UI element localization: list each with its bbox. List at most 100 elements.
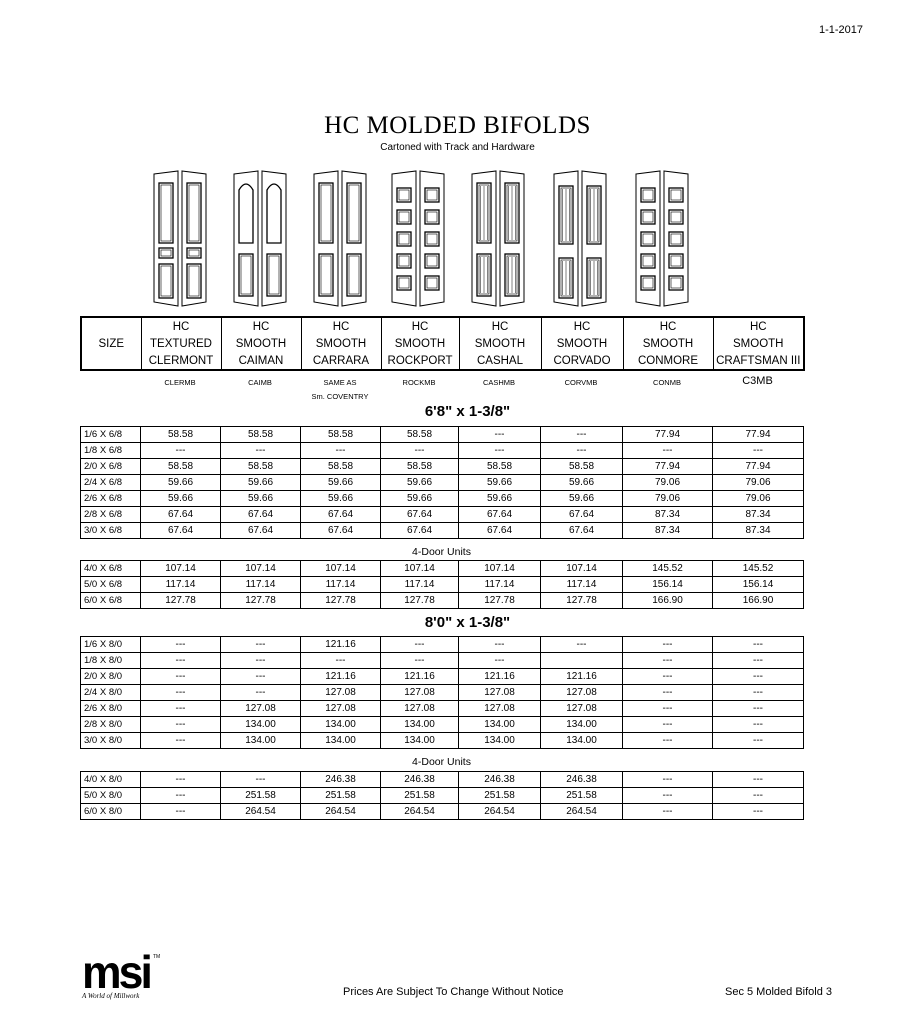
price-cell: --- bbox=[140, 771, 221, 788]
column-header-line: HC bbox=[458, 317, 541, 335]
price-cell: 58.58 bbox=[300, 458, 381, 475]
price-table: 1/6 X 8/0 --- --- 121.16 --- --- --- --- --- 1/8 … bbox=[80, 636, 804, 749]
table-row: 2/8 X 8/0 --- 134.00 134.00 134.00 134.00 134.… bbox=[80, 716, 804, 733]
price-cell: 251.58 bbox=[300, 787, 381, 804]
price-cell: --- bbox=[712, 732, 804, 749]
price-cell: 127.78 bbox=[540, 592, 623, 609]
price-cell: --- bbox=[220, 442, 301, 459]
price-cell: 134.00 bbox=[300, 716, 381, 733]
table-row: 6/0 X 8/0 --- 264.54 264.54 264.54 264.54 264.… bbox=[80, 803, 804, 820]
price-cell: --- bbox=[140, 442, 221, 459]
price-cell: 107.14 bbox=[140, 560, 221, 577]
price-cell: --- bbox=[622, 787, 713, 804]
price-cell: 127.08 bbox=[380, 684, 459, 701]
column-header-line: TEXTURED bbox=[140, 335, 221, 352]
price-cell: 117.14 bbox=[458, 576, 541, 593]
price-cell: 58.58 bbox=[220, 426, 301, 443]
size-cell: 2/6 X 6/8 bbox=[80, 490, 141, 507]
price-cell: 127.08 bbox=[458, 684, 541, 701]
price-cell: --- bbox=[300, 442, 381, 459]
header-row: CLERMONT CAIMAN CARRARA ROCKPORT CASHAL CORVA… bbox=[81, 352, 804, 370]
cashal-door-icon bbox=[471, 170, 525, 307]
price-cell: --- bbox=[220, 684, 301, 701]
size-cell: 1/6 X 6/8 bbox=[80, 426, 141, 443]
price-cell: --- bbox=[140, 732, 221, 749]
price-cell: --- bbox=[380, 652, 459, 669]
size-cell: 6/0 X 8/0 bbox=[80, 803, 141, 820]
price-cell: --- bbox=[140, 684, 221, 701]
header-row: TEXTURED SMOOTH SMOOTH SMOOTH SMOOTH SMOOTH SM… bbox=[81, 335, 804, 352]
price-cell: 134.00 bbox=[540, 716, 623, 733]
price-cell: 121.16 bbox=[458, 668, 541, 685]
price-cell: 127.78 bbox=[220, 592, 301, 609]
price-cell: 117.14 bbox=[380, 576, 459, 593]
price-cell: 67.64 bbox=[220, 506, 301, 523]
price-cell: --- bbox=[622, 771, 713, 788]
price-cell: --- bbox=[712, 668, 804, 685]
size-header: SIZE bbox=[98, 337, 125, 350]
table-row: 5/0 X 8/0 --- 251.58 251.58 251.58 251.58 251.… bbox=[80, 787, 804, 804]
price-cell: --- bbox=[140, 803, 221, 820]
price-table: 4/0 X 8/0 --- --- 246.38 246.38 246.38 246.38-… bbox=[80, 771, 804, 820]
svg-text:TM: TM bbox=[153, 954, 160, 960]
price-cell: --- bbox=[712, 787, 804, 804]
footer-note: Prices Are Subject To Change Without Not… bbox=[343, 986, 564, 998]
price-cell: 58.58 bbox=[380, 458, 459, 475]
price-cell: 134.00 bbox=[220, 716, 301, 733]
column-header-line: SMOOTH bbox=[622, 335, 713, 352]
door-illustrations bbox=[153, 170, 689, 307]
price-cell: --- bbox=[140, 787, 221, 804]
price-cell: 59.66 bbox=[140, 474, 221, 491]
price-cell: 107.14 bbox=[220, 560, 301, 577]
price-cell: --- bbox=[140, 652, 221, 669]
price-cell: 87.34 bbox=[622, 522, 713, 539]
price-cell: 127.78 bbox=[380, 592, 459, 609]
product-code: SAME AS bbox=[323, 378, 357, 387]
price-cell: 59.66 bbox=[540, 474, 623, 491]
price-cell: 117.14 bbox=[220, 576, 301, 593]
page-number: Sec 5 Molded Bifold 3 bbox=[725, 986, 833, 998]
price-cell: --- bbox=[140, 668, 221, 685]
price-cell: 134.00 bbox=[380, 732, 459, 749]
price-cell: 121.16 bbox=[300, 668, 381, 685]
size-cell: 1/8 X 6/8 bbox=[80, 442, 141, 459]
price-cell: 58.58 bbox=[220, 458, 301, 475]
size-cell: 2/8 X 8/0 bbox=[80, 716, 141, 733]
price-cell: --- bbox=[220, 771, 301, 788]
table-row: 3/0 X 8/0 --- 134.00 134.00 134.00 134.00 134.… bbox=[80, 732, 804, 749]
price-cell: 59.66 bbox=[140, 490, 221, 507]
price-cell: 87.34 bbox=[712, 506, 804, 523]
page-title: HC MOLDED BIFOLDS bbox=[324, 112, 591, 139]
price-cell: 59.66 bbox=[380, 474, 459, 491]
column-header-line: SMOOTH bbox=[300, 335, 381, 352]
price-cell: 58.58 bbox=[458, 458, 541, 475]
price-cell: 107.14 bbox=[458, 560, 541, 577]
price-cell: 59.66 bbox=[540, 490, 623, 507]
column-header-line: CLERMONT bbox=[140, 352, 221, 370]
table-row: 2/0 X 8/0 --- --- 121.16 121.16 121.16 121.16-… bbox=[80, 668, 804, 685]
price-cell: 58.58 bbox=[300, 426, 381, 443]
price-cell: 67.64 bbox=[380, 522, 459, 539]
size-cell: 6/0 X 6/8 bbox=[80, 592, 141, 609]
price-cell: 117.14 bbox=[140, 576, 221, 593]
section-heading: 8'0" x 1-3/8" bbox=[424, 614, 511, 631]
table-row: 2/4 X 6/8 59.66 59.66 59.66 59.66 59.66 59.66 7… bbox=[80, 474, 804, 491]
price-cell: 107.14 bbox=[300, 560, 381, 577]
price-cell: 166.90 bbox=[712, 592, 804, 609]
product-code: CONMB bbox=[653, 378, 681, 387]
price-cell: 58.58 bbox=[380, 426, 459, 443]
price-cell: 67.64 bbox=[300, 522, 381, 539]
table-row: 2/4 X 8/0 --- --- 127.08 127.08 127.08 127.08-… bbox=[80, 684, 804, 701]
table-row: 1/8 X 6/8 --- --- --- --- --- --- --- --- bbox=[80, 442, 804, 459]
price-cell: 59.66 bbox=[380, 490, 459, 507]
price-cell: --- bbox=[220, 668, 301, 685]
table-row: 2/0 X 6/8 58.58 58.58 58.58 58.58 58.58 58.58 7… bbox=[80, 458, 804, 475]
price-cell: 59.66 bbox=[220, 490, 301, 507]
price-cell: --- bbox=[712, 716, 804, 733]
column-header-line: CARRARA bbox=[300, 352, 381, 370]
price-cell: 67.64 bbox=[300, 506, 381, 523]
price-cell: 87.34 bbox=[712, 522, 804, 539]
product-code: ROCKMB bbox=[402, 378, 436, 387]
price-cell: 264.54 bbox=[380, 803, 459, 820]
